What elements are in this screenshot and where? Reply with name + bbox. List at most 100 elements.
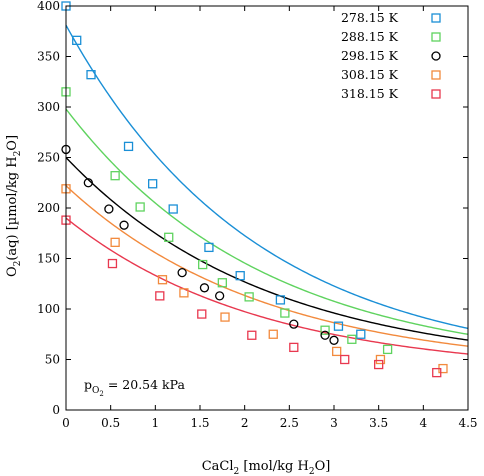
data-point: [110, 171, 120, 181]
y-tick-label: 400: [37, 0, 60, 13]
data-point: [356, 329, 366, 339]
data-point: [217, 278, 227, 288]
x-tick-label: 0.5: [101, 416, 120, 430]
y-tick-label: 350: [37, 50, 60, 64]
data-point: [157, 275, 168, 285]
x-tick-label: 2: [241, 416, 249, 430]
data-point: [347, 334, 357, 344]
data-point: [179, 288, 189, 298]
y-tick-label: 200: [37, 201, 60, 215]
fit-curve: [65, 185, 469, 347]
x-axis-title-part: CaCl: [202, 459, 234, 474]
legend-label: 308.15 K: [341, 67, 399, 82]
pressure-annotation: pO2 = 20.54 kPa: [84, 377, 185, 398]
legend-label: 298.15 K: [341, 48, 399, 63]
x-axis-title: CaCl2 [mol/kg H2O]: [202, 459, 331, 476]
x-tick-label: 1: [152, 416, 160, 430]
y-axis-title-part: O]: [5, 135, 20, 151]
data-point: [155, 291, 165, 301]
y-axis-title: O2(aq) [µmol/kg H2O]: [5, 135, 23, 277]
data-point: [289, 342, 299, 353]
pressure-annotation-part: p: [84, 377, 92, 392]
x-tick-label: 4: [420, 416, 428, 430]
data-point: [198, 259, 208, 270]
legend-label: 278.15 K: [341, 10, 399, 25]
data-point: [204, 242, 214, 253]
x-tick-label: 3: [330, 416, 338, 430]
legend-marker: [431, 70, 441, 80]
x-tick-label: 3.5: [369, 416, 388, 430]
y-tick-label: 50: [45, 353, 60, 367]
data-point: [329, 335, 339, 345]
legend: 278.15 K 288.15 K 298.15 K 308.15 K 318.15 K: [341, 10, 441, 101]
x-axis-title-sub: 2: [309, 467, 315, 476]
fit-curve: [65, 157, 469, 341]
data-point: [280, 308, 290, 318]
data-point: [168, 204, 178, 214]
data-point: [432, 367, 442, 378]
y-axis-title-sub: 2: [13, 261, 23, 267]
data-point: [164, 232, 174, 242]
data-point: [104, 204, 114, 214]
pressure-annotation-part: = 20.54 kPa: [104, 377, 186, 392]
fit-curve: [65, 217, 469, 355]
data-point: [220, 312, 230, 322]
legend-marker: [431, 51, 441, 61]
data-point: [235, 271, 245, 281]
data-point: [119, 220, 129, 230]
legend-label: 288.15 K: [341, 29, 399, 44]
y-tick-label: 250: [37, 151, 60, 165]
fit-curve: [65, 108, 469, 336]
data-point: [374, 359, 384, 370]
data-point: [289, 319, 299, 329]
legend-marker: [431, 89, 441, 99]
data-point: [197, 309, 207, 319]
tick-labels-layer: 0 0.5 1 1.5 2 2.5 3 3.5 4 4.5 0 50 100 150 200 250 300 35…: [37, 0, 477, 430]
x-axis-title-part: O]: [315, 459, 331, 474]
data-point: [244, 292, 254, 302]
curves-layer: [65, 24, 469, 355]
pressure-annotation-subsub: 2: [99, 390, 103, 398]
x-tick-label: 0: [62, 416, 70, 430]
data-point: [332, 346, 342, 357]
pressure-annotation-sub: O: [92, 386, 99, 396]
x-tick-label: 1.5: [190, 416, 209, 430]
legend-marker: [431, 32, 441, 42]
plot-frame: [65, 5, 469, 411]
data-point: [83, 178, 93, 188]
data-point: [375, 354, 386, 365]
data-point: [72, 35, 82, 45]
data-point: [148, 179, 158, 189]
data-point: [86, 70, 96, 80]
data-point: [275, 295, 286, 305]
x-axis-title-sub: 2: [234, 467, 240, 476]
data-point: [199, 283, 210, 293]
data-point: [247, 330, 257, 340]
x-axis-title-part: [mol/kg H: [239, 459, 309, 474]
x-tick-label: 2.5: [280, 416, 299, 430]
data-point: [177, 267, 187, 278]
y-axis-title-part: (aq) [µmol/kg H: [5, 156, 20, 260]
data-point: [107, 258, 118, 269]
y-axis-title-part: O: [5, 266, 20, 277]
data-point: [135, 202, 145, 212]
data-point: [382, 344, 393, 355]
data-point: [110, 237, 120, 247]
legend-marker: [431, 13, 441, 23]
fit-curve: [65, 24, 469, 330]
y-axis-title-sub: 2: [13, 151, 23, 157]
data-point: [268, 329, 278, 339]
ticks-layer: [65, 5, 469, 411]
data-point: [320, 325, 330, 335]
data-point: [123, 141, 134, 152]
data-point: [320, 330, 330, 340]
y-tick-label: 0: [52, 403, 60, 417]
y-tick-label: 150: [37, 252, 60, 266]
x-tick-label: 4.5: [458, 416, 477, 430]
data-point: [333, 321, 344, 331]
data-point: [215, 291, 225, 301]
legend-label: 318.15 K: [341, 86, 399, 101]
y-tick-label: 300: [37, 100, 60, 114]
y-tick-label: 100: [37, 302, 60, 316]
